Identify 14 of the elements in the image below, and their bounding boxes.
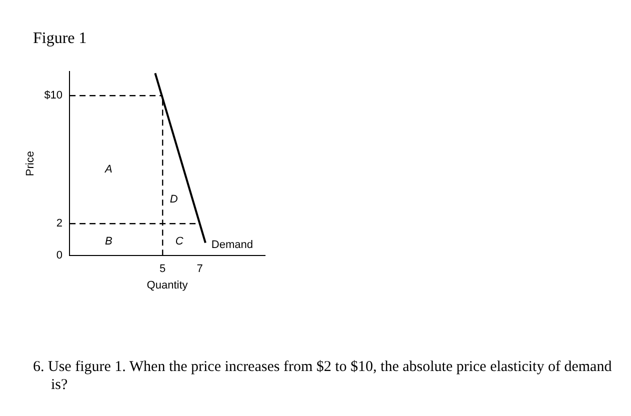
chart-title: Figure 1 bbox=[33, 30, 87, 48]
x-tick-label: 7 bbox=[196, 263, 203, 276]
annotation: A bbox=[104, 163, 112, 176]
y-tick-label: 0 bbox=[56, 250, 63, 262]
x-axis-title: Quantity bbox=[146, 279, 188, 292]
series-label: Demand bbox=[211, 238, 254, 251]
y-axis-title: Price bbox=[24, 151, 37, 176]
annotation: C bbox=[175, 235, 184, 248]
x-tick-label: 5 bbox=[160, 263, 166, 276]
annotation: D bbox=[170, 194, 178, 206]
y-tick-label: 2 bbox=[56, 218, 63, 230]
y-tick-label: $10 bbox=[44, 90, 63, 102]
text: 6. Use figure 1. When the price increases from $2 to $10, the absolute price elasticity of demand is? bbox=[33, 358, 613, 394]
annotation: B bbox=[104, 235, 112, 248]
